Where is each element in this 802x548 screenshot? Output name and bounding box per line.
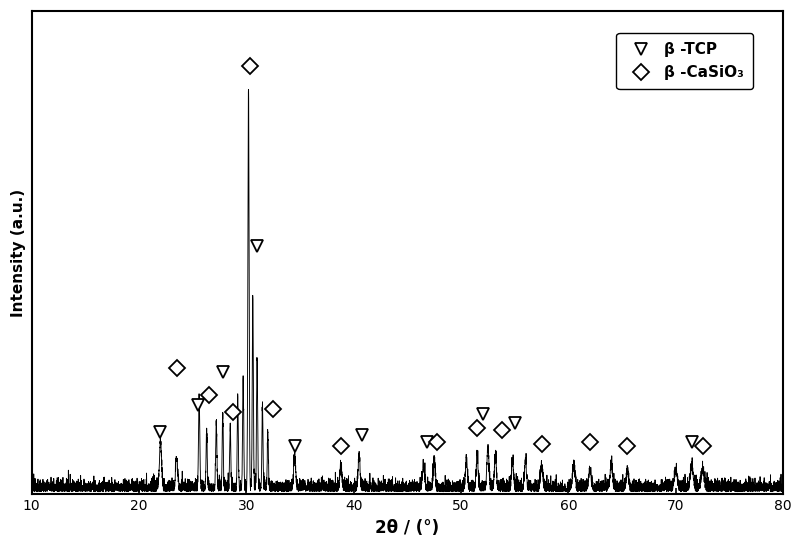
Y-axis label: Intensity (a.u.): Intensity (a.u.) <box>11 189 26 317</box>
Legend: β -TCP, β -CaSiO₃: β -TCP, β -CaSiO₃ <box>616 33 752 89</box>
X-axis label: 2θ / (°): 2θ / (°) <box>375 519 439 537</box>
